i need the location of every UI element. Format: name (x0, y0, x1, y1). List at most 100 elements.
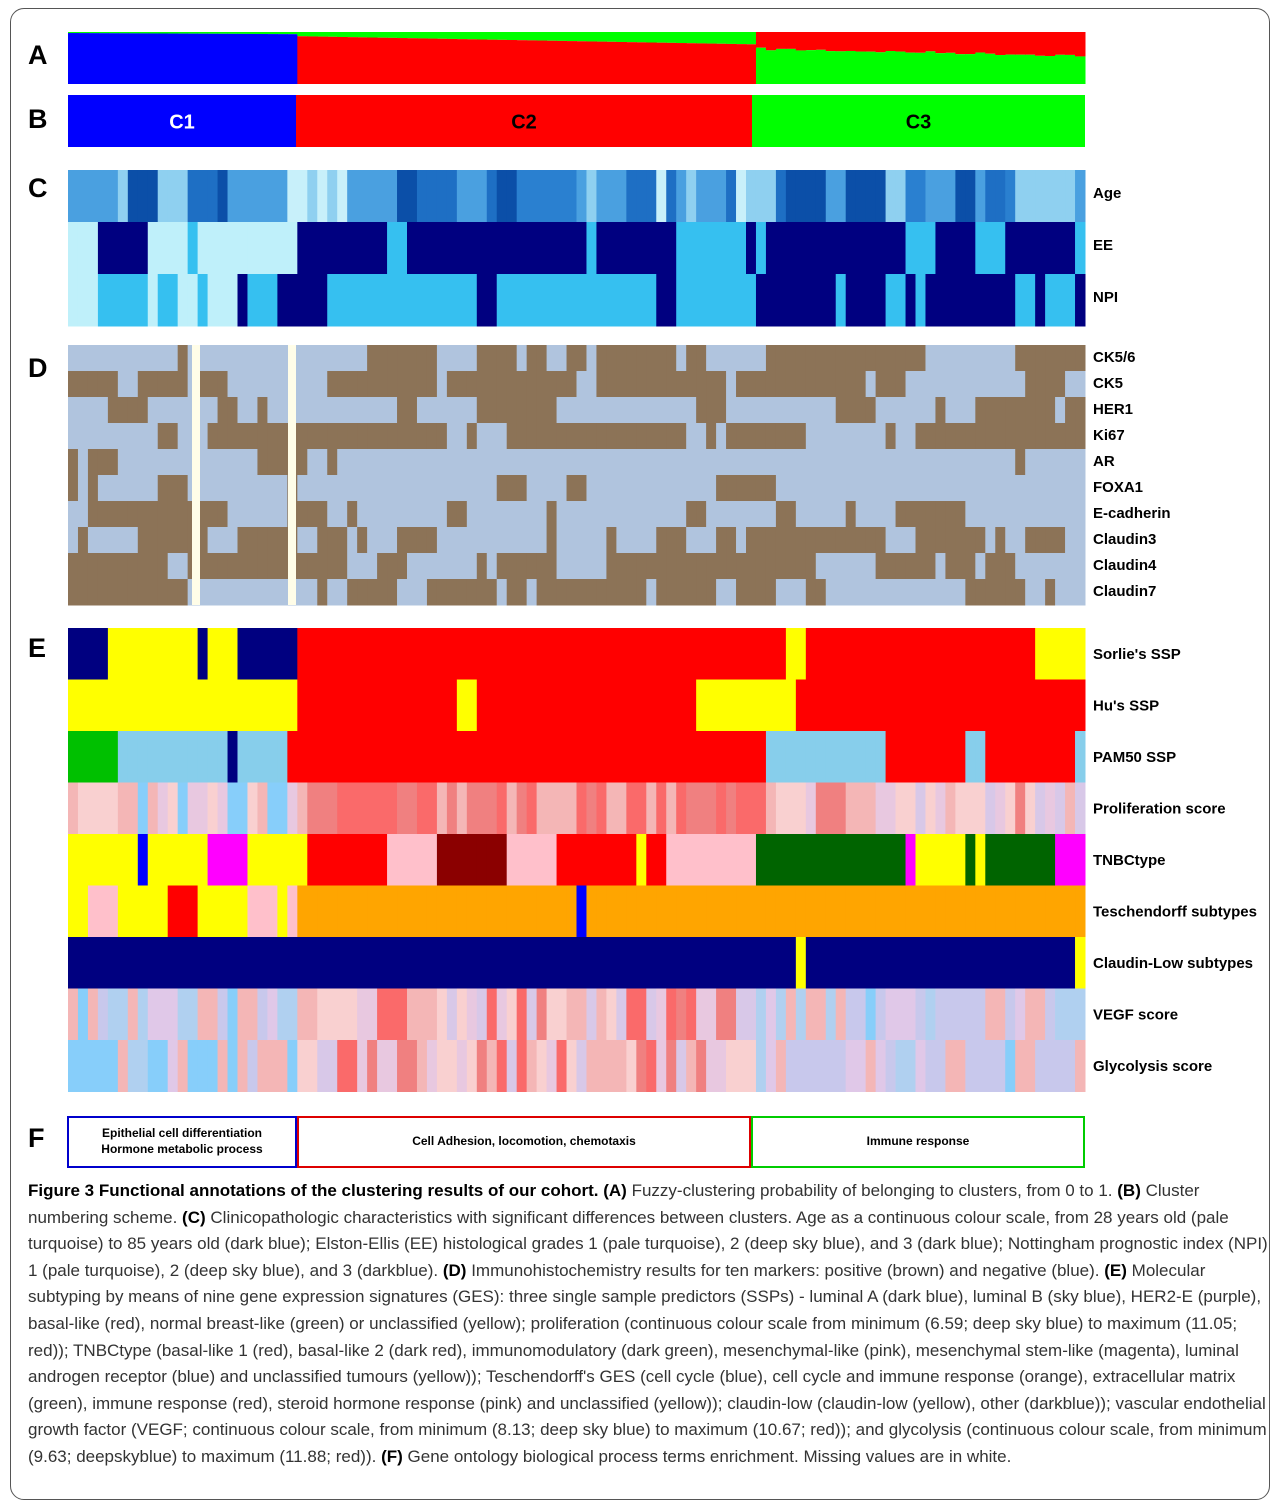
heatmap-cell (1015, 449, 1026, 476)
heatmap-cell (207, 371, 219, 398)
heatmap-cell (576, 449, 587, 476)
membership-bar (197, 32, 209, 34)
heatmap-cell (965, 449, 976, 476)
heatmap-cell (566, 345, 577, 372)
heatmap-cell (247, 834, 258, 886)
heatmap-cell (426, 501, 438, 528)
heatmap-cell (905, 222, 916, 275)
heatmap-cell (746, 988, 757, 1041)
heatmap-cell (1075, 628, 1086, 680)
heatmap-cell (367, 1040, 378, 1092)
heatmap-cell (486, 371, 498, 398)
heatmap-cell (696, 988, 707, 1041)
heatmap-cell (87, 274, 99, 327)
heatmap-cell (337, 731, 348, 783)
heatmap-cell (736, 475, 747, 502)
heatmap-cell (845, 475, 857, 502)
heatmap-cell (466, 679, 478, 732)
heatmap-cell (945, 345, 956, 372)
heatmap-cell (666, 371, 677, 398)
heatmap-cell (845, 988, 857, 1041)
heatmap-cell (736, 579, 747, 606)
heatmap-cell (526, 423, 538, 450)
heatmap-cell (416, 274, 428, 327)
heatmap-cell (925, 679, 936, 732)
heatmap-cell (217, 1040, 229, 1092)
heatmap-cell (775, 449, 787, 476)
heatmap-cell (805, 628, 817, 680)
heatmap-cell (666, 834, 677, 886)
heatmap-cell (367, 679, 378, 732)
heatmap-cell (1035, 449, 1046, 476)
heatmap-cell (337, 988, 348, 1041)
heatmap-cell (1025, 731, 1036, 783)
heatmap-cell (1045, 449, 1056, 476)
heatmap-cell (825, 527, 837, 554)
heatmap-cell (975, 501, 986, 528)
heatmap-cell (765, 423, 777, 450)
heatmap-cell (755, 834, 767, 886)
heatmap-cell (267, 371, 278, 398)
heatmap-cell (606, 274, 617, 327)
membership-bar (257, 34, 268, 84)
heatmap-cell (476, 628, 488, 680)
heatmap-cell (925, 782, 936, 835)
heatmap-cell (237, 731, 248, 783)
heatmap-cell (975, 1040, 986, 1092)
heatmap-cell (686, 475, 697, 502)
heatmap-cell (536, 501, 548, 528)
heatmap-cell (1055, 527, 1066, 554)
heatmap-cell (127, 1040, 139, 1092)
heatmap-cell (277, 628, 288, 680)
panel-letter: C (28, 173, 48, 203)
heatmap-cell (1035, 170, 1046, 223)
heatmap-cell (935, 579, 946, 606)
heatmap-cell (676, 988, 687, 1041)
heatmap-cell (925, 222, 936, 275)
heatmap-cell (1045, 170, 1056, 223)
heatmap-cell (706, 1040, 717, 1092)
heatmap-cell (696, 371, 707, 398)
heatmap-cell (955, 371, 966, 398)
heatmap-cell (875, 782, 887, 835)
membership-bar (965, 32, 976, 55)
heatmap-cell (137, 397, 149, 424)
heatmap-cell (835, 170, 847, 223)
heatmap-cell (137, 834, 149, 886)
membership-bar (227, 33, 238, 84)
heatmap-cell (68, 423, 79, 450)
heatmap-cell (726, 449, 737, 476)
heatmap-cell (367, 475, 378, 502)
heatmap-cell (77, 274, 89, 327)
heatmap-cell (895, 579, 907, 606)
heatmap-cell (626, 937, 637, 989)
heatmap-cell (955, 423, 966, 450)
heatmap-cell (97, 1040, 109, 1092)
heatmap-cell (347, 731, 358, 783)
heatmap-cell (127, 628, 139, 680)
heatmap-cell (277, 1040, 288, 1092)
heatmap-cell (207, 782, 219, 835)
membership-bar (357, 32, 368, 38)
heatmap-cell (855, 170, 867, 223)
heatmap-cell (646, 679, 657, 732)
heatmap-cell (1065, 371, 1076, 398)
heatmap-cell (606, 579, 617, 606)
heatmap-cell (476, 1040, 488, 1092)
heatmap-cell (925, 501, 936, 528)
heatmap-cell (576, 579, 587, 606)
heatmap-cell (87, 423, 99, 450)
heatmap-cell (955, 274, 966, 327)
heatmap-cell (885, 371, 897, 398)
go-term: Hormone metabolic process (101, 1142, 263, 1156)
row-label: Claudin4 (1093, 557, 1157, 574)
heatmap-cell (985, 170, 996, 223)
heatmap-cell (965, 475, 976, 502)
heatmap-cell (646, 782, 657, 835)
heatmap-cell (68, 475, 79, 502)
heatmap-cell (1035, 527, 1046, 554)
heatmap-cell (177, 274, 189, 327)
heatmap-cell (436, 782, 448, 835)
heatmap-cell (995, 988, 1006, 1041)
heatmap-cell (736, 345, 747, 372)
